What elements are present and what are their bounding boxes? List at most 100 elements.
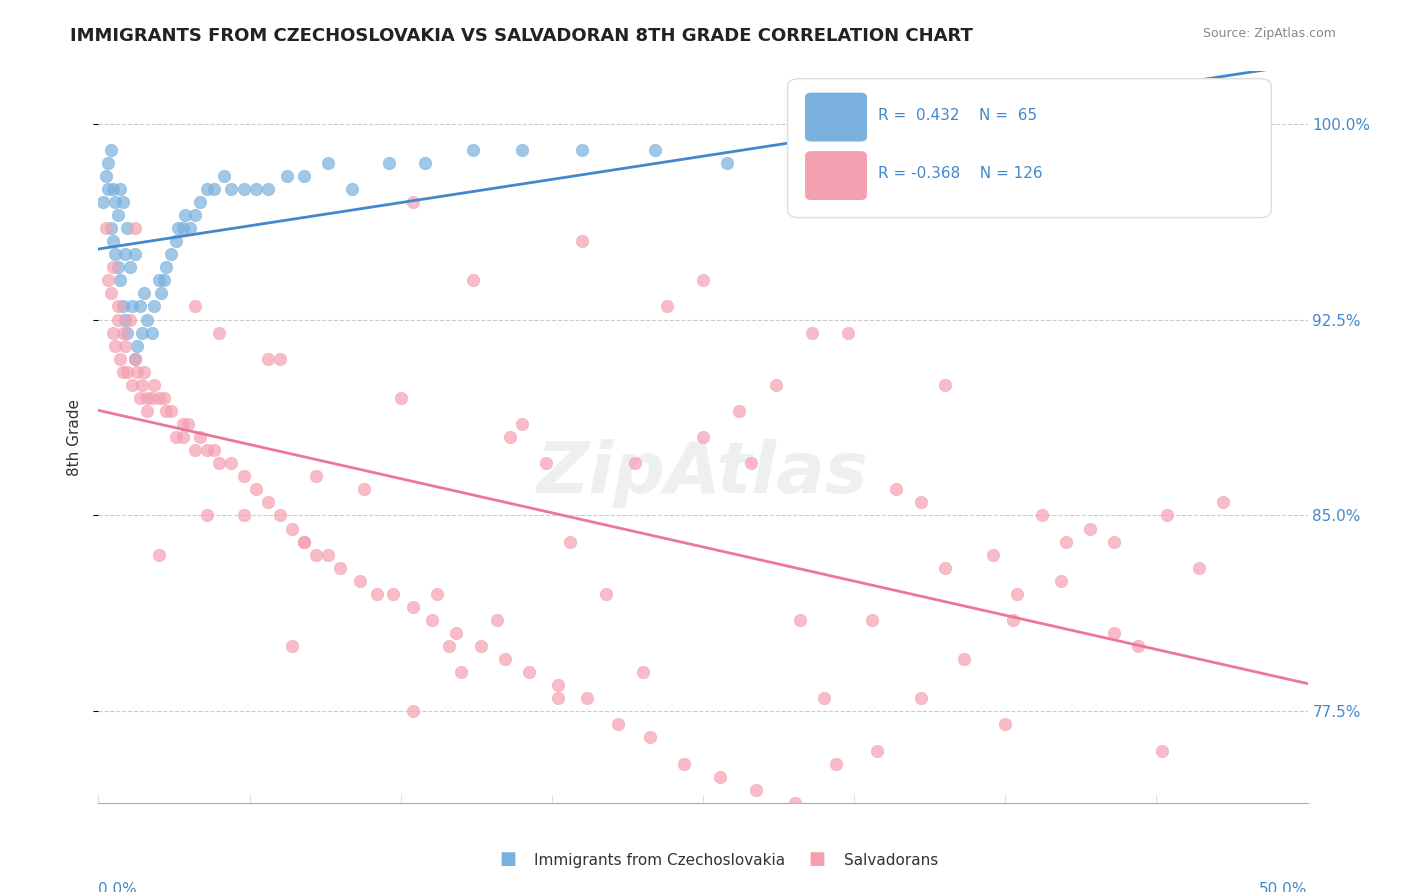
Point: [981, 548, 1004, 562]
Point: [353, 483, 375, 497]
Point: [402, 194, 425, 209]
Point: [204, 443, 226, 458]
Point: [127, 365, 149, 379]
Point: [245, 182, 267, 196]
Point: [160, 404, 183, 418]
Point: [107, 312, 129, 326]
Text: ■: ■: [808, 850, 825, 868]
Point: [195, 182, 218, 196]
Point: [97, 273, 120, 287]
Point: [121, 377, 143, 392]
FancyBboxPatch shape: [806, 94, 866, 141]
Text: Source: ZipAtlas.com: Source: ZipAtlas.com: [1202, 27, 1336, 40]
Point: [446, 626, 468, 640]
Point: [111, 300, 134, 314]
Point: [292, 169, 315, 183]
Point: [232, 469, 254, 483]
Point: [141, 391, 163, 405]
Point: [124, 221, 146, 235]
Point: [886, 483, 908, 497]
Point: [101, 260, 124, 275]
Point: [1001, 613, 1024, 627]
Point: [256, 351, 278, 366]
Point: [329, 560, 352, 574]
Point: [256, 182, 278, 196]
Point: [195, 508, 218, 523]
Point: [389, 391, 412, 405]
Point: [107, 208, 129, 222]
Point: [486, 613, 509, 627]
Point: [97, 155, 120, 169]
Point: [101, 182, 124, 196]
Point: [981, 143, 1004, 157]
Point: [165, 234, 187, 248]
Point: [728, 404, 751, 418]
Point: [114, 339, 136, 353]
Point: [111, 326, 134, 340]
Point: [281, 639, 304, 653]
Point: [195, 443, 218, 458]
Point: [292, 534, 315, 549]
Point: [143, 300, 166, 314]
Point: [426, 587, 449, 601]
Point: [450, 665, 472, 680]
Point: [575, 691, 598, 706]
Point: [709, 770, 731, 784]
Point: [127, 339, 149, 353]
Point: [866, 743, 889, 757]
Point: [135, 391, 157, 405]
Point: [789, 613, 811, 627]
Point: [740, 456, 762, 470]
Point: [510, 417, 533, 431]
Point: [692, 273, 714, 287]
Point: [101, 234, 124, 248]
Point: [107, 260, 129, 275]
Point: [148, 548, 170, 562]
Point: [547, 678, 569, 692]
Point: [177, 417, 200, 431]
Point: [221, 182, 243, 196]
Point: [155, 404, 177, 418]
Point: [366, 587, 388, 601]
Point: [655, 300, 678, 314]
Point: [1212, 495, 1234, 509]
Point: [1054, 534, 1077, 549]
Point: [94, 169, 117, 183]
Point: [420, 613, 443, 627]
Point: [1156, 508, 1178, 523]
Point: [188, 430, 211, 444]
FancyBboxPatch shape: [787, 78, 1271, 218]
Point: [1102, 534, 1125, 549]
Point: [910, 495, 932, 509]
Point: [860, 613, 883, 627]
Point: [498, 430, 520, 444]
Point: [100, 143, 122, 157]
Point: [184, 300, 207, 314]
Point: [104, 247, 127, 261]
Point: [1152, 743, 1174, 757]
Point: [101, 326, 124, 340]
Point: [184, 208, 207, 222]
Point: [825, 756, 848, 771]
Point: [463, 143, 485, 157]
Text: Immigrants from Czechoslovakia: Immigrants from Czechoslovakia: [534, 854, 786, 868]
Point: [167, 221, 190, 235]
Point: [783, 796, 806, 810]
Point: [837, 326, 859, 340]
Text: ZipAtlas: ZipAtlas: [537, 439, 869, 508]
Point: [292, 534, 315, 549]
Point: [172, 417, 194, 431]
Point: [1102, 626, 1125, 640]
Point: [221, 456, 243, 470]
Point: [813, 691, 835, 706]
Point: [134, 365, 156, 379]
Point: [117, 326, 139, 340]
Point: [124, 247, 146, 261]
Text: 50.0%: 50.0%: [1260, 882, 1308, 892]
Point: [517, 665, 540, 680]
Point: [148, 273, 170, 287]
Point: [152, 273, 174, 287]
Point: [305, 548, 328, 562]
Point: [910, 691, 932, 706]
Point: [800, 326, 823, 340]
